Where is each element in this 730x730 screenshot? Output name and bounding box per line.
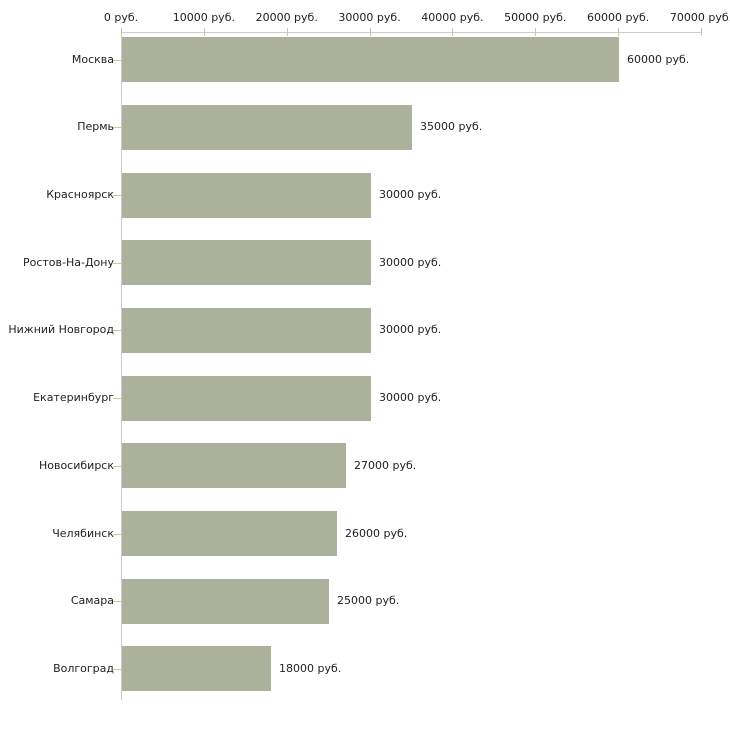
x-axis-tick-label: 30000 руб.	[338, 11, 401, 24]
x-axis-tick-label: 50000 руб.	[504, 11, 567, 24]
category-label: Екатеринбург	[33, 391, 114, 405]
y-axis-tick	[113, 59, 121, 61]
x-axis-tick-label: 40000 руб.	[421, 11, 484, 24]
category-label: Пермь	[77, 120, 114, 134]
category-label: Москва	[71, 52, 114, 66]
bar-value-label: 60000 руб.	[627, 52, 690, 66]
bar	[122, 375, 371, 421]
x-axis-tick-label: 70000 руб.	[669, 11, 730, 24]
category-label: Нижний Новгород	[8, 323, 114, 337]
bar	[122, 646, 271, 692]
x-axis-tick	[121, 28, 122, 36]
category-label: Самара	[70, 594, 114, 608]
y-axis-tick	[113, 533, 121, 535]
bar-value-label: 26000 руб.	[345, 526, 408, 540]
bar-value-label: 35000 руб.	[420, 120, 483, 134]
x-axis-tick-label: 60000 руб.	[587, 11, 650, 24]
y-axis-tick	[113, 601, 121, 603]
bar	[122, 511, 337, 556]
y-axis-line	[121, 32, 122, 700]
x-axis-line	[121, 32, 702, 33]
bar-value-label: 30000 руб.	[379, 188, 442, 201]
bar-value-label: 25000 руб.	[337, 594, 400, 608]
bar	[122, 443, 346, 489]
bar-value-label: 30000 руб.	[379, 255, 442, 269]
bar-value-label: 30000 руб.	[379, 323, 442, 337]
bar	[122, 240, 371, 286]
y-axis-tick	[113, 668, 121, 670]
category-label: Волгоград	[53, 661, 114, 675]
y-axis-tick	[113, 398, 121, 400]
y-axis-tick	[113, 330, 121, 332]
bar	[122, 37, 619, 83]
x-axis-tick-label: 20000 руб.	[255, 11, 318, 24]
x-axis-tick-label: 0 руб.	[103, 11, 139, 24]
category-label: Красноярск	[46, 188, 114, 201]
x-axis-tick	[535, 28, 537, 36]
x-axis-tick-label: 10000 руб.	[172, 11, 235, 24]
x-axis-tick	[452, 28, 454, 36]
bar-value-label: 27000 руб.	[354, 458, 417, 472]
category-label: Челябинск	[52, 526, 114, 540]
y-axis-tick	[113, 465, 121, 467]
x-axis-tick	[203, 28, 205, 36]
bar-value-label: 30000 руб.	[379, 391, 442, 405]
x-axis-tick	[286, 28, 288, 36]
y-axis-tick	[113, 127, 121, 129]
category-label: Ростов-На-Дону	[22, 255, 114, 269]
bar	[122, 104, 412, 150]
y-axis-tick	[113, 195, 121, 196]
bar	[122, 172, 371, 218]
bar	[122, 578, 329, 624]
category-label: Новосибирск	[38, 458, 114, 472]
x-axis-tick	[618, 28, 620, 36]
bar-value-label: 18000 руб.	[279, 661, 342, 675]
bar	[122, 307, 371, 353]
x-axis-tick	[369, 28, 371, 36]
x-axis-tick	[701, 28, 702, 36]
y-axis-tick	[113, 262, 121, 264]
